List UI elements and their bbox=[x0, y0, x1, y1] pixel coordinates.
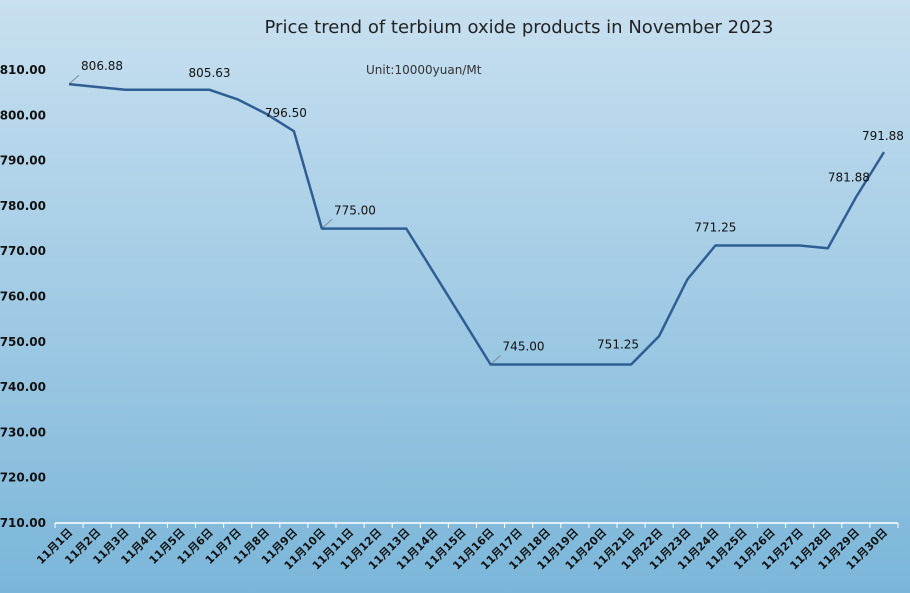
y-tick-label: 750.00 bbox=[0, 335, 46, 349]
unit-label: Unit:10000yuan/Mt bbox=[366, 63, 482, 77]
data-label-leaders bbox=[69, 74, 501, 364]
data-label: 791.88 bbox=[862, 129, 904, 143]
y-tick-label: 810.00 bbox=[0, 63, 46, 77]
x-axis: 11月1日11月2日11月3日11月4日11月5日11月6日11月7日11月8日… bbox=[34, 523, 899, 572]
series-line bbox=[68, 82, 886, 366]
data-labels: 806.88 805.63 796.50 775.00 745.00 751.25 771.… bbox=[81, 59, 904, 353]
data-label: 796.50 bbox=[265, 106, 307, 120]
data-label: 805.63 bbox=[189, 66, 231, 80]
y-axis: 710.00 720.00 730.00 740.00 750.00 760.00 770.… bbox=[0, 63, 46, 530]
data-label: 751.25 bbox=[597, 337, 639, 351]
y-tick-label: 730.00 bbox=[0, 425, 46, 439]
data-label: 745.00 bbox=[503, 339, 545, 353]
data-label-leader bbox=[491, 355, 501, 364]
data-label-leader bbox=[69, 74, 80, 84]
y-tick-label: 800.00 bbox=[0, 108, 46, 122]
data-label-leader bbox=[322, 219, 333, 228]
y-tick-label: 790.00 bbox=[0, 154, 46, 168]
data-label: 781.88 bbox=[828, 170, 870, 184]
y-tick-label: 710.00 bbox=[0, 516, 46, 530]
y-tick-label: 780.00 bbox=[0, 199, 46, 213]
y-tick-label: 770.00 bbox=[0, 244, 46, 258]
data-label: 806.88 bbox=[81, 59, 123, 73]
y-tick-label: 740.00 bbox=[0, 380, 46, 394]
data-label: 775.00 bbox=[334, 204, 376, 218]
data-label: 771.25 bbox=[694, 221, 736, 235]
y-tick-label: 720.00 bbox=[0, 471, 46, 485]
chart-title: Price trend of terbium oxide products in… bbox=[265, 17, 774, 38]
y-tick-label: 760.00 bbox=[0, 290, 46, 304]
